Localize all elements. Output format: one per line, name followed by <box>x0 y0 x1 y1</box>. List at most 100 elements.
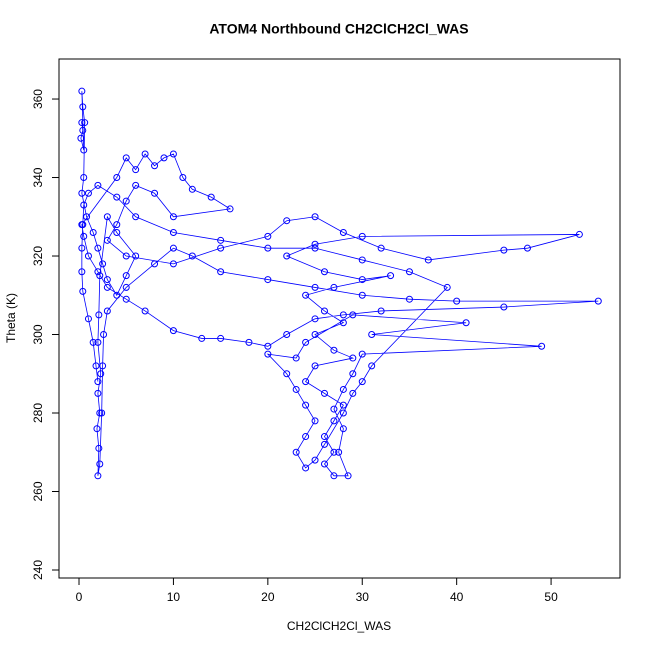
data-point <box>358 291 366 299</box>
data-point <box>339 425 347 433</box>
data-point <box>283 217 291 225</box>
data-point <box>99 362 107 370</box>
data-point <box>339 385 347 393</box>
data-point <box>330 283 338 291</box>
data-point <box>151 260 159 268</box>
data-point <box>84 252 92 260</box>
data-point <box>302 291 310 299</box>
data-point <box>78 119 86 127</box>
data-point <box>89 338 97 346</box>
data-point <box>151 162 159 170</box>
y-tick-label: 360 <box>31 89 45 109</box>
data-point <box>302 338 310 346</box>
x-tick-label: 20 <box>261 590 275 604</box>
data-point <box>594 297 602 305</box>
data-point <box>344 472 352 480</box>
data-point <box>217 268 225 276</box>
data-point <box>320 389 328 397</box>
data-point <box>292 385 300 393</box>
data-point <box>358 350 366 358</box>
data-point <box>98 409 106 417</box>
data-point <box>330 472 338 480</box>
data-point <box>94 268 102 276</box>
plot-box <box>58 58 621 579</box>
data-point <box>443 283 451 291</box>
data-point <box>302 378 310 386</box>
data-point <box>169 228 177 236</box>
data-point <box>78 189 86 197</box>
data-point <box>103 213 111 221</box>
data-point <box>226 205 234 213</box>
data-point <box>302 401 310 409</box>
data-point <box>92 362 100 370</box>
data-point <box>405 295 413 303</box>
data-point <box>83 213 91 221</box>
data-point <box>311 362 319 370</box>
data-point <box>339 401 347 409</box>
data-point <box>84 189 92 197</box>
data-point <box>538 342 546 350</box>
data-point <box>462 319 470 327</box>
data-point <box>311 417 319 425</box>
data-point <box>368 362 376 370</box>
data-point <box>80 174 88 182</box>
data-point <box>94 244 102 252</box>
data-point <box>132 181 140 189</box>
data-point <box>335 448 343 456</box>
data-point <box>169 260 177 268</box>
data-point <box>113 228 121 236</box>
data-point <box>320 440 328 448</box>
data-point <box>311 283 319 291</box>
data-point <box>113 291 121 299</box>
data-point <box>264 244 272 252</box>
data-point <box>311 331 319 339</box>
data-point <box>523 244 531 252</box>
data-point <box>339 228 347 236</box>
y-tick-label: 280 <box>31 403 45 423</box>
data-point <box>207 193 215 201</box>
y-tick-label: 260 <box>31 481 45 501</box>
data-point <box>84 315 92 323</box>
data-point <box>358 256 366 264</box>
data-point <box>122 295 130 303</box>
data-point <box>77 134 85 142</box>
data-point <box>349 354 357 362</box>
data-point <box>80 201 88 209</box>
x-tick-label: 50 <box>544 590 558 604</box>
data-point <box>311 213 319 221</box>
data-point <box>217 244 225 252</box>
data-point <box>80 146 88 154</box>
chart-title: ATOM4 Northbound CH2ClCH2Cl_WAS <box>209 21 468 37</box>
data-point <box>283 370 291 378</box>
data-point <box>320 433 328 441</box>
data-point <box>94 378 102 386</box>
data-point <box>99 260 107 268</box>
data-point <box>79 126 87 134</box>
data-point <box>330 448 338 456</box>
data-point <box>79 103 87 111</box>
data-point <box>94 338 102 346</box>
data-point <box>79 287 87 295</box>
data-point <box>377 244 385 252</box>
data-point <box>122 252 130 260</box>
data-point <box>95 444 103 452</box>
data-point <box>292 354 300 362</box>
data-point <box>217 334 225 342</box>
data-point <box>94 472 102 480</box>
data-point <box>358 378 366 386</box>
data-point <box>169 327 177 335</box>
data-point <box>169 213 177 221</box>
data-point <box>169 150 177 158</box>
data-point <box>311 456 319 464</box>
data-point <box>330 346 338 354</box>
data-point <box>320 307 328 315</box>
data-point <box>424 256 432 264</box>
data-point <box>113 174 121 182</box>
data-point <box>339 311 347 319</box>
data-point <box>113 193 121 201</box>
y-tick-label: 240 <box>31 560 45 580</box>
data-point <box>81 119 89 127</box>
data-point <box>141 307 149 315</box>
data-point <box>103 307 111 315</box>
data-point <box>122 197 130 205</box>
